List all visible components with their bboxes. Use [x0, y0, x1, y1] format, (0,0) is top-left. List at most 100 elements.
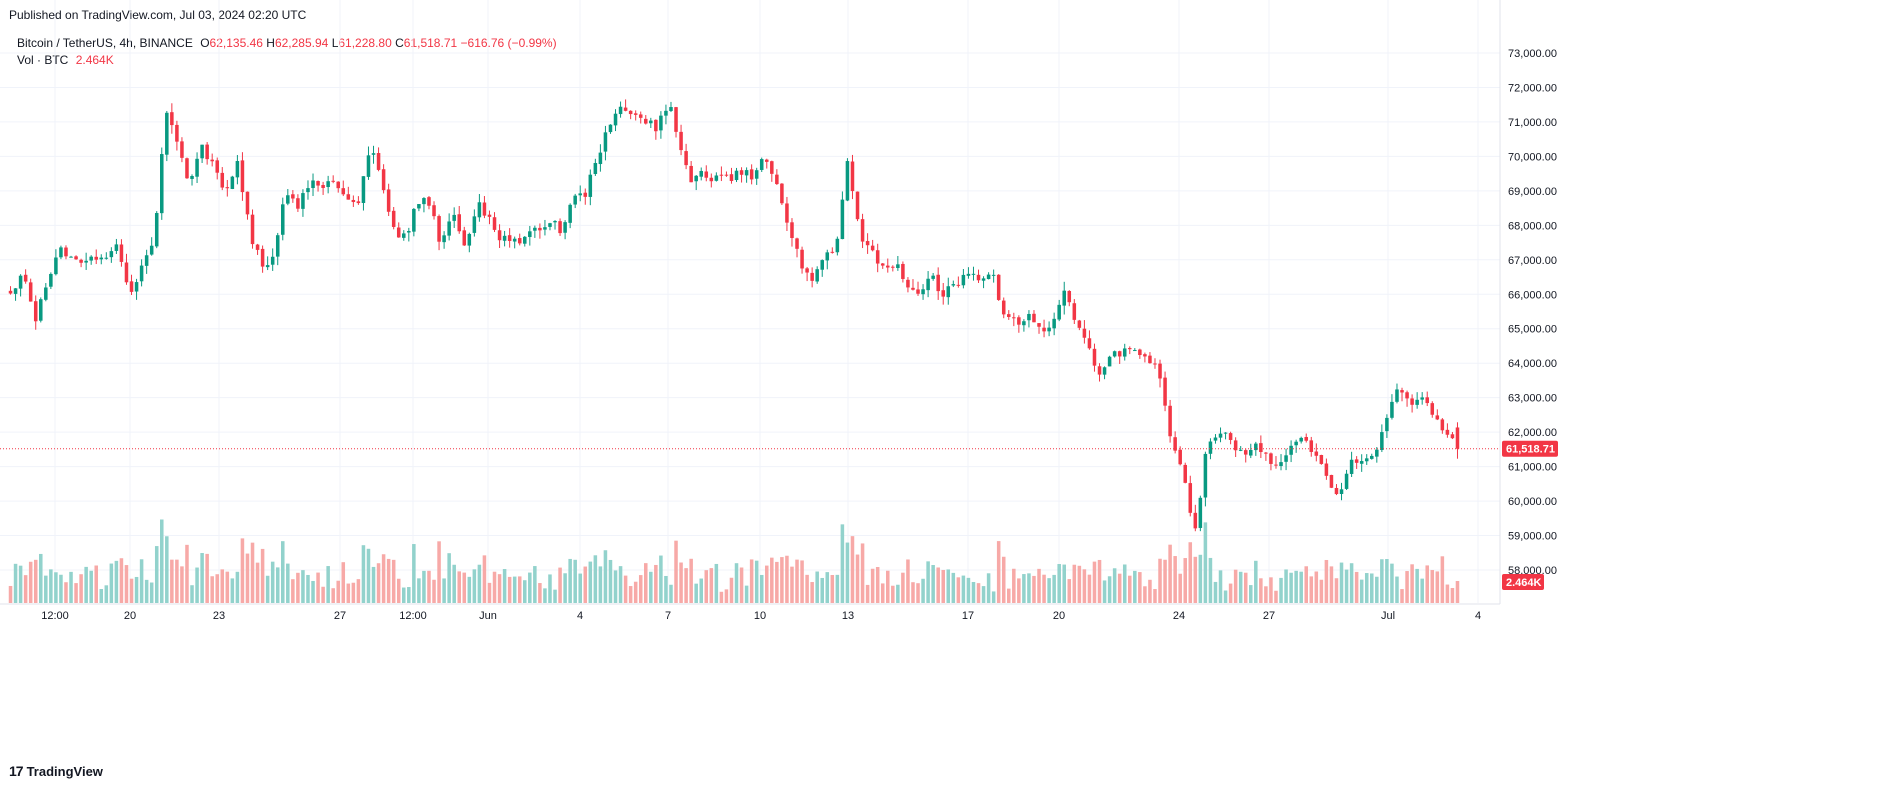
volume-bar — [1077, 565, 1082, 603]
candle — [220, 167, 225, 191]
candle — [255, 243, 260, 255]
volume-bar — [1370, 573, 1374, 603]
time-tick-label: 13 — [842, 610, 854, 622]
volume-bar — [941, 569, 945, 603]
volume-bar — [109, 563, 114, 603]
volume-bar — [1249, 585, 1253, 603]
candle — [1254, 441, 1258, 456]
candle — [175, 120, 179, 151]
volume-bar — [1007, 588, 1011, 603]
candle — [1117, 350, 1122, 364]
candle — [1133, 348, 1137, 352]
volume-bar — [1299, 571, 1303, 603]
change-value: −616.76 (−0.99%) — [460, 36, 557, 50]
candle — [1364, 454, 1369, 465]
price-tick-label: 59,000.00 — [1508, 531, 1557, 543]
candle — [785, 196, 789, 232]
volume-bar — [573, 559, 577, 603]
candle — [578, 185, 582, 202]
volume-bar — [699, 578, 703, 603]
volume-bar — [1047, 578, 1051, 603]
candle — [427, 195, 431, 210]
candle — [1022, 319, 1026, 332]
candle — [961, 268, 966, 289]
volume-bar — [689, 558, 693, 603]
candle — [1163, 371, 1167, 412]
volume-bar — [729, 577, 734, 603]
candle — [533, 225, 537, 238]
volume-bar — [487, 582, 492, 603]
volume-bar — [1032, 575, 1036, 603]
volume-bar — [18, 565, 23, 603]
volume-bar — [523, 580, 527, 603]
volume-bar — [563, 573, 567, 603]
candle — [644, 115, 648, 125]
candle — [704, 165, 709, 182]
candle — [926, 271, 930, 298]
symbol-label[interactable]: Bitcoin / TetherUS, 4h, BINANCE — [17, 36, 193, 50]
candle — [190, 174, 194, 186]
candle — [1435, 409, 1440, 421]
candle — [1223, 432, 1228, 440]
volume-bar — [1279, 577, 1283, 603]
candle — [1329, 474, 1334, 489]
candle — [104, 252, 109, 260]
candle — [966, 267, 971, 279]
footer-brand[interactable]: 17 TradingView — [9, 763, 103, 779]
price-tick-label: 69,000.00 — [1508, 186, 1557, 198]
volume-bar — [437, 541, 441, 603]
volume-bar — [840, 524, 845, 603]
volume-bar — [356, 579, 361, 603]
candle — [1440, 418, 1445, 434]
candle — [1173, 431, 1177, 454]
volume-bar — [1027, 573, 1031, 603]
candle — [1349, 451, 1354, 478]
volume-bar — [568, 558, 572, 603]
candle — [215, 157, 219, 180]
volume-bar — [724, 589, 729, 603]
volume-bar — [1294, 570, 1298, 603]
candle — [497, 224, 502, 249]
volume-bar — [976, 583, 981, 603]
volume-bar — [674, 540, 678, 603]
candle — [1168, 399, 1172, 443]
candle — [195, 152, 199, 183]
volume-bar — [644, 563, 648, 603]
volume-bar — [512, 576, 517, 603]
candle — [951, 280, 956, 288]
time-tick-label: Jun — [479, 610, 497, 622]
candle — [1072, 299, 1077, 325]
candle — [1289, 440, 1293, 463]
volume-bar — [220, 569, 225, 603]
candle — [633, 110, 638, 121]
volume-bar — [1117, 573, 1122, 603]
candle — [79, 258, 83, 268]
volume-bar — [134, 576, 139, 603]
candle — [810, 267, 814, 288]
candle — [679, 124, 683, 156]
time-axis[interactable]: 12:00 20 23 27 12:00 Jun 4 7 10 13 17 20 24 27 Jul 4 — [0, 0, 1501, 622]
volume-label[interactable]: Vol · BTC — [17, 53, 69, 67]
candle — [1299, 436, 1303, 444]
volume-bar — [462, 572, 467, 603]
volume-bar — [442, 578, 446, 603]
volume-value: 2.464K — [75, 53, 114, 67]
candle — [1047, 321, 1051, 337]
volume-bar — [497, 574, 502, 603]
volume-bar — [432, 579, 436, 603]
candle — [165, 110, 169, 162]
candle — [991, 269, 996, 283]
candle — [346, 186, 351, 200]
candle — [417, 204, 421, 212]
volume-bar — [44, 575, 48, 603]
candle — [714, 172, 719, 182]
close-label: C — [395, 36, 404, 50]
time-tick-label: 23 — [213, 610, 225, 622]
volume-bar — [815, 571, 819, 603]
candle — [1178, 446, 1182, 466]
volume-bar — [129, 578, 134, 603]
price-axis[interactable]: 58,000.0059,000.0060,000.0061,000.0062,0… — [1508, 48, 1557, 577]
volume-bar — [734, 563, 739, 603]
time-tick-label: 4 — [577, 610, 583, 622]
